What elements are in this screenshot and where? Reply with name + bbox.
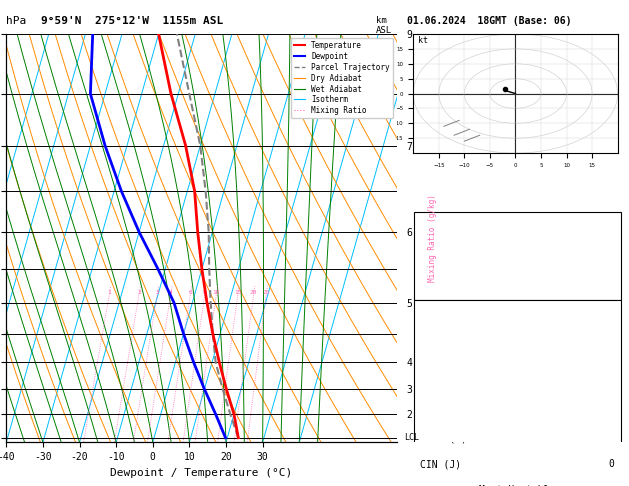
Text: 23: 23 — [603, 333, 615, 343]
Text: 10: 10 — [213, 290, 220, 295]
Text: 19.5: 19.5 — [591, 358, 615, 368]
Text: 4: 4 — [169, 290, 172, 295]
Text: PW (cm): PW (cm) — [420, 280, 461, 290]
Text: Totals Totals: Totals Totals — [420, 251, 496, 260]
Text: LCL: LCL — [404, 433, 420, 442]
Text: 642: 642 — [597, 434, 615, 444]
Text: Lifted Index: Lifted Index — [420, 409, 491, 418]
Text: kt: kt — [418, 36, 428, 45]
Text: Most Unstable: Most Unstable — [479, 485, 555, 486]
Text: © weatheronline.co.uk: © weatheronline.co.uk — [461, 429, 574, 438]
Text: 42: 42 — [603, 251, 615, 260]
Text: 8: 8 — [203, 290, 207, 295]
Text: Mixing Ratio (g/kg): Mixing Ratio (g/kg) — [428, 194, 437, 282]
Text: -2: -2 — [603, 409, 615, 418]
FancyBboxPatch shape — [414, 211, 621, 300]
Text: CAPE (J): CAPE (J) — [420, 434, 467, 444]
Text: 2: 2 — [137, 290, 141, 295]
Text: 0: 0 — [608, 459, 615, 469]
FancyBboxPatch shape — [414, 300, 621, 477]
X-axis label: Dewpoint / Temperature (°C): Dewpoint / Temperature (°C) — [110, 468, 292, 478]
Text: 20: 20 — [250, 290, 257, 295]
Text: Surface: Surface — [497, 308, 538, 317]
Text: 9°59'N  275°12'W  1155m ASL: 9°59'N 275°12'W 1155m ASL — [41, 16, 223, 26]
Text: θₑ(K): θₑ(K) — [420, 383, 450, 393]
Text: Temp (°C): Temp (°C) — [420, 333, 473, 343]
Text: 355: 355 — [597, 383, 615, 393]
FancyBboxPatch shape — [414, 477, 621, 486]
Text: hPa: hPa — [6, 16, 26, 26]
Text: 15: 15 — [234, 290, 242, 295]
Text: km
ASL: km ASL — [376, 16, 392, 35]
Text: 3.93: 3.93 — [591, 280, 615, 290]
Text: CIN (J): CIN (J) — [420, 459, 461, 469]
Text: 3: 3 — [155, 290, 159, 295]
Text: 1: 1 — [108, 290, 111, 295]
Text: 25: 25 — [262, 290, 270, 295]
Text: Dewp (°C): Dewp (°C) — [420, 358, 473, 368]
Text: 35: 35 — [603, 221, 615, 231]
Legend: Temperature, Dewpoint, Parcel Trajectory, Dry Adiabat, Wet Adiabat, Isotherm, Mi: Temperature, Dewpoint, Parcel Trajectory… — [291, 38, 393, 119]
Text: K: K — [420, 221, 426, 231]
Text: 6: 6 — [189, 290, 192, 295]
Text: 01.06.2024  18GMT (Base: 06): 01.06.2024 18GMT (Base: 06) — [407, 16, 572, 26]
